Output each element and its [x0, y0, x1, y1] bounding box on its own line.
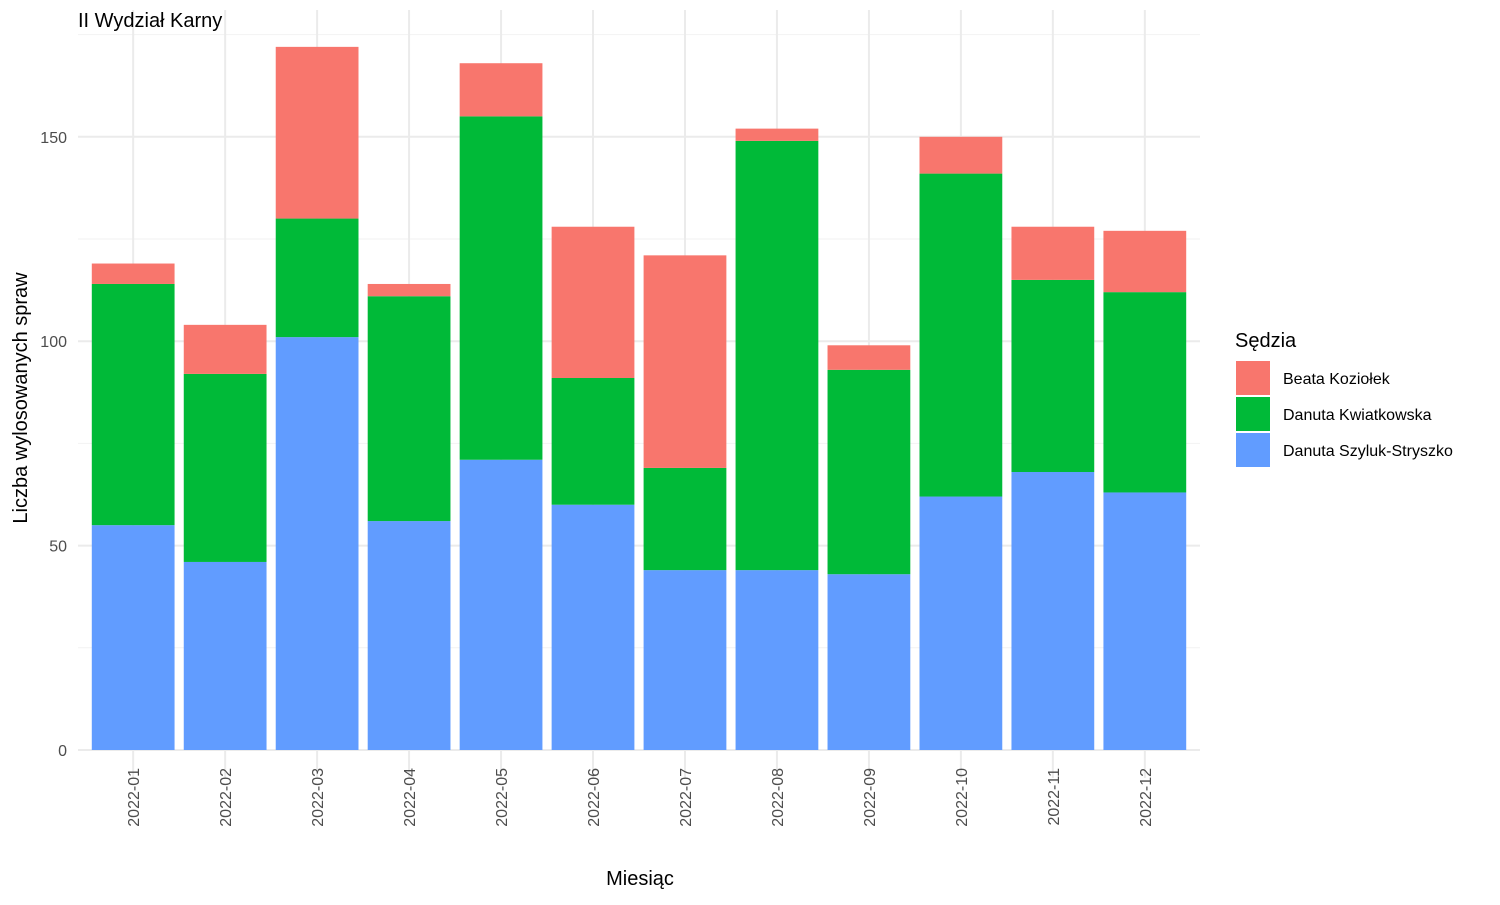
- legend-swatch: [1236, 361, 1270, 395]
- bar-segment: [827, 345, 911, 370]
- bar-segment: [183, 373, 267, 562]
- y-tick-label: 100: [40, 334, 67, 351]
- bar-segment: [91, 525, 175, 750]
- x-axis-label: Miesiąc: [606, 868, 674, 890]
- x-tick-label: 2022-07: [678, 768, 695, 827]
- bar-segment: [1103, 230, 1187, 293]
- bar-segment: [367, 296, 451, 522]
- bar-segment: [91, 283, 175, 526]
- x-tick-label: 2022-04: [402, 768, 419, 827]
- x-tick-label: 2022-06: [586, 768, 603, 827]
- bar-segment: [1103, 492, 1187, 750]
- legend-title: Sędzia: [1235, 330, 1297, 352]
- x-tick-label: 2022-08: [770, 768, 787, 827]
- chart-title: II Wydział Karny: [78, 10, 222, 32]
- bar-segment: [275, 46, 359, 219]
- bar-segment: [1011, 472, 1095, 750]
- bar-segment: [735, 140, 819, 571]
- bar-segment: [827, 574, 911, 750]
- bar-segment: [643, 467, 727, 571]
- bar-segment: [919, 496, 1003, 750]
- bar-segment: [459, 459, 543, 750]
- y-axis-label: Liczba wylosowanych spraw: [10, 272, 32, 524]
- x-tick-label: 2022-05: [494, 768, 511, 827]
- bar-segment: [183, 324, 267, 374]
- bar-segment: [183, 561, 267, 750]
- bar-segment: [1011, 226, 1095, 280]
- bars-layer: [91, 46, 1187, 750]
- legend-label: Danuta Kwiatkowska: [1283, 407, 1432, 424]
- bar-segment: [275, 218, 359, 338]
- legend-swatch: [1236, 433, 1270, 467]
- bar-segment: [735, 570, 819, 750]
- x-tick-label: 2022-10: [954, 768, 971, 827]
- bar-segment: [551, 377, 635, 505]
- bar-segment: [1011, 279, 1095, 473]
- x-tick-label: 2022-09: [862, 768, 879, 827]
- bar-segment: [643, 255, 727, 468]
- x-tick-label: 2022-12: [1138, 768, 1155, 827]
- bar-segment: [1103, 292, 1187, 493]
- x-tick-label: 2022-01: [126, 768, 143, 827]
- x-tick-label: 2022-02: [218, 768, 235, 827]
- bar-segment: [551, 226, 635, 378]
- y-tick-label: 50: [49, 539, 67, 556]
- legend-swatch: [1236, 397, 1270, 431]
- bar-segment: [643, 570, 727, 750]
- bar-segment: [459, 116, 543, 460]
- y-axis-ticks: 0 50 100 150: [40, 130, 67, 760]
- bar-segment: [919, 173, 1003, 497]
- x-axis-ticks: 2022-01 2022-02 2022-03 2022-04 2022-05 2022-…: [126, 768, 1155, 827]
- x-tick-label: 2022-11: [1046, 768, 1063, 826]
- bar-segment: [459, 63, 543, 117]
- legend: Sędzia Beata Koziołek Danuta Kwiatkowska D…: [1235, 330, 1453, 467]
- bar-segment: [827, 369, 911, 575]
- bar-segment: [367, 283, 451, 297]
- bar-segment: [735, 128, 819, 141]
- bar-segment: [91, 263, 175, 284]
- bar-segment: [275, 337, 359, 750]
- x-tick-label: 2022-03: [310, 768, 327, 827]
- legend-label: Beata Koziołek: [1283, 371, 1391, 388]
- bar-segment: [367, 521, 451, 750]
- legend-label: Danuta Szyluk-Stryszko: [1283, 443, 1453, 460]
- bar-segment: [919, 136, 1003, 174]
- y-tick-label: 0: [58, 743, 67, 760]
- bar-segment: [551, 504, 635, 750]
- y-tick-label: 150: [40, 130, 67, 147]
